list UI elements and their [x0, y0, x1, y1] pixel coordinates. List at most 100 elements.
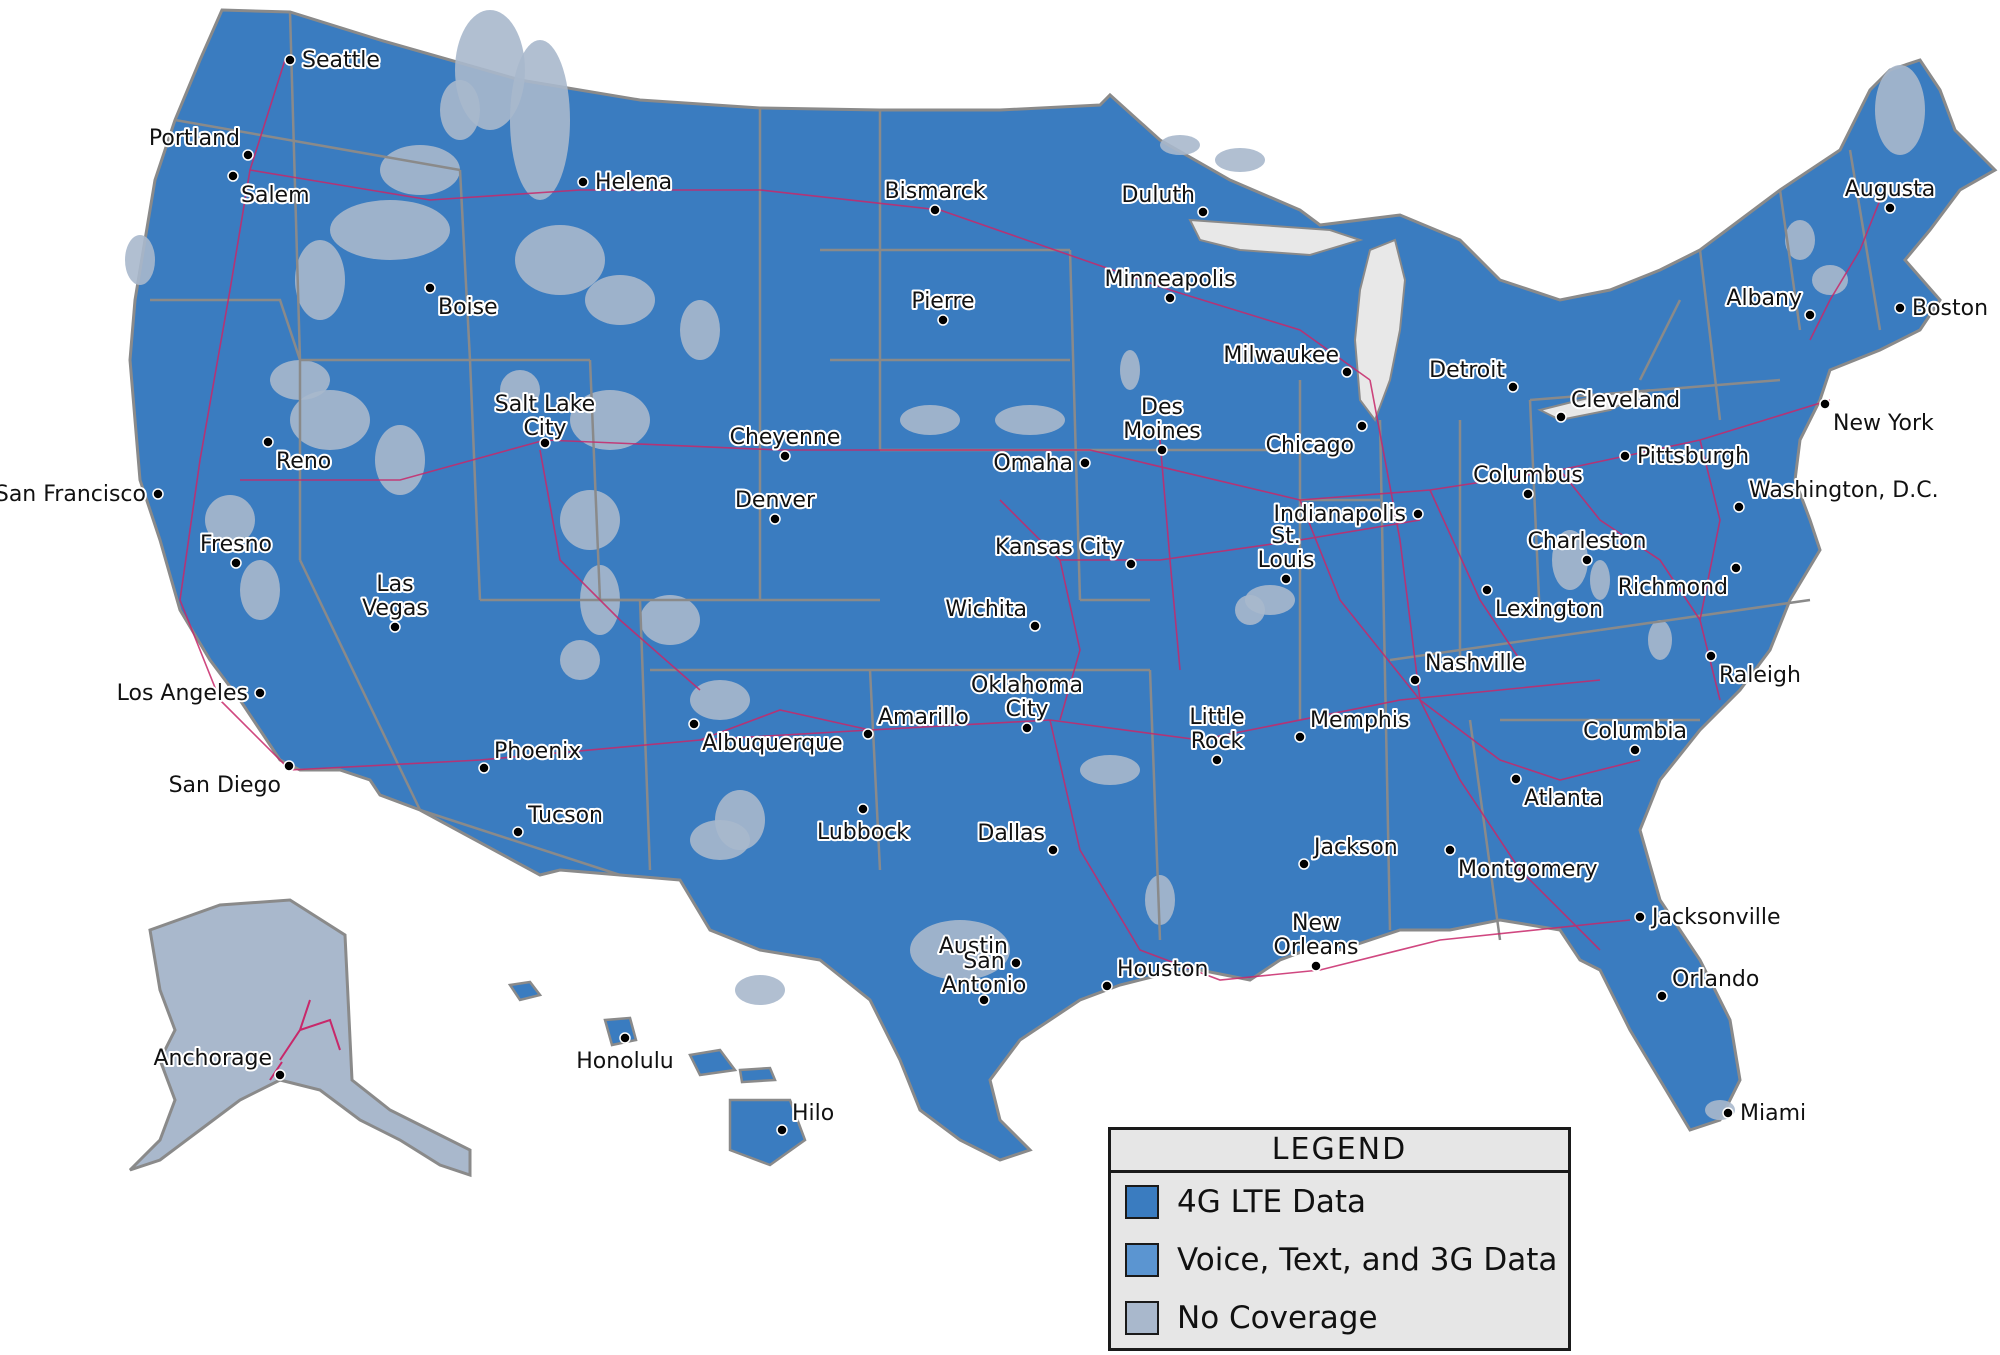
city-label: Anchorage: [153, 1046, 272, 1071]
city-marker: Anchorage: [151, 1044, 286, 1081]
city-label: Albany: [1726, 286, 1802, 311]
city-label: Orlando: [1672, 967, 1759, 992]
city-label: Seattle: [302, 48, 380, 73]
city-marker: Pittsburgh: [1619, 442, 1751, 471]
city-dot: [1581, 554, 1593, 566]
highway: [1419, 699, 1641, 781]
city-label: Nashville: [1425, 651, 1525, 676]
city-marker: Richmond: [1616, 562, 1742, 602]
no-coverage-area: [1552, 530, 1588, 590]
highway: [1559, 469, 1721, 701]
city-label: Dallas: [977, 821, 1045, 846]
no-coverage-area: [1648, 620, 1672, 660]
city-dot: [230, 557, 242, 569]
state-border: [468, 359, 482, 601]
no-coverage-area: [1235, 595, 1265, 625]
city-marker: Wichita: [943, 595, 1041, 632]
city-marker: Salem: [227, 170, 312, 210]
city-label: Salem: [241, 183, 310, 208]
state-border: [150, 298, 302, 560]
city-label: Detroit: [1429, 358, 1505, 383]
state-border: [1468, 719, 1502, 941]
city-marker: Memphis: [1294, 706, 1411, 743]
city-dot: [1211, 754, 1223, 766]
city-label: Boise: [438, 295, 498, 320]
highway: [289, 679, 1601, 771]
city-label: Los Angeles: [117, 681, 248, 706]
highway: [1699, 439, 1721, 621]
city-dot: [1555, 411, 1567, 423]
no-coverage-area: [560, 640, 600, 680]
city-dot: [1730, 562, 1742, 574]
city-dot: [1356, 420, 1368, 432]
no-coverage-area: [1145, 875, 1175, 925]
city-label: Little Rock: [1189, 705, 1244, 754]
legend-swatch-voice-3g: [1125, 1243, 1159, 1277]
city-marker: Albany: [1724, 284, 1816, 321]
city-label: Omaha: [993, 451, 1073, 476]
no-coverage-area: [1590, 560, 1610, 600]
city-dot: [1412, 508, 1424, 520]
no-coverage-area: [1785, 220, 1815, 260]
city-label: San Diego: [169, 773, 281, 798]
state-border: [1528, 399, 1542, 621]
city-marker: Milwaukee: [1221, 341, 1353, 378]
city-marker: San Diego: [167, 760, 295, 800]
city-label: Portland: [149, 126, 240, 151]
no-coverage-regions: [125, 10, 1925, 1120]
city-marker: Lubbock: [815, 803, 911, 847]
city-dot: [1481, 584, 1493, 596]
city-label: Salt Lake City: [495, 392, 595, 441]
city-label: Columbus: [1473, 463, 1583, 488]
lake-michigan: [1353, 238, 1407, 423]
city-dot: [284, 54, 296, 66]
city-marker: Detroit: [1427, 356, 1519, 393]
city-dot: [262, 436, 274, 448]
city-label: Augusta: [1845, 177, 1935, 202]
city-markers: Seattle Portland Salem Helena Boise Bismarck D…: [0, 46, 1990, 1136]
city-dot: [539, 437, 551, 449]
city-label: Richmond: [1618, 575, 1728, 600]
city-label: Washington, D.C.: [1749, 478, 1939, 503]
city-dot: [274, 1069, 286, 1081]
city-marker: Tucson: [512, 801, 605, 838]
legend-item-lte: 4G LTE Data: [1111, 1173, 1568, 1231]
city-label: Oklahoma City: [971, 673, 1083, 722]
state-border: [419, 808, 621, 877]
city-marker: Las Vegas: [360, 570, 430, 633]
city-dot: [1522, 488, 1534, 500]
city-dot: [1894, 302, 1906, 314]
city-marker: Austin: [937, 932, 1022, 969]
city-label: Tucson: [527, 803, 603, 828]
city-label: Hilo: [792, 1101, 834, 1126]
no-coverage-area: [375, 425, 425, 495]
no-coverage-area: [680, 300, 720, 360]
state-border: [1848, 149, 1882, 331]
city-label: Bismarck: [885, 179, 986, 204]
state-border: [1638, 299, 1682, 381]
no-coverage-area: [900, 405, 960, 435]
legend-item-voice-3g: Voice, Text, and 3G Data: [1111, 1231, 1568, 1289]
city-dot: [389, 621, 401, 633]
highway: [1809, 199, 1881, 341]
city-marker: Atlanta: [1510, 773, 1605, 813]
city-dot: [1884, 202, 1896, 214]
city-label: Duluth: [1121, 183, 1195, 208]
legend-title: LEGEND: [1111, 1130, 1568, 1173]
legend-label-voice-3g: Voice, Text, and 3G Data: [1177, 1242, 1558, 1278]
city-label: Helena: [595, 170, 672, 195]
city-label: Indianapolis: [1273, 502, 1406, 527]
city-dot: [978, 994, 990, 1006]
city-label: Denver: [735, 488, 816, 513]
city-label: Honolulu: [576, 1049, 674, 1074]
city-dot: [1629, 744, 1641, 756]
city-marker: Hilo: [776, 1099, 836, 1136]
city-marker: Nashville: [1409, 649, 1527, 686]
city-marker: Salt Lake City: [493, 390, 597, 449]
city-dot: [619, 1032, 631, 1044]
map-legend: LEGEND 4G LTE Data Voice, Text, and 3G D…: [1108, 1127, 1571, 1351]
city-dot: [1021, 722, 1033, 734]
highway: [1299, 499, 1421, 701]
state-border: [638, 599, 652, 871]
